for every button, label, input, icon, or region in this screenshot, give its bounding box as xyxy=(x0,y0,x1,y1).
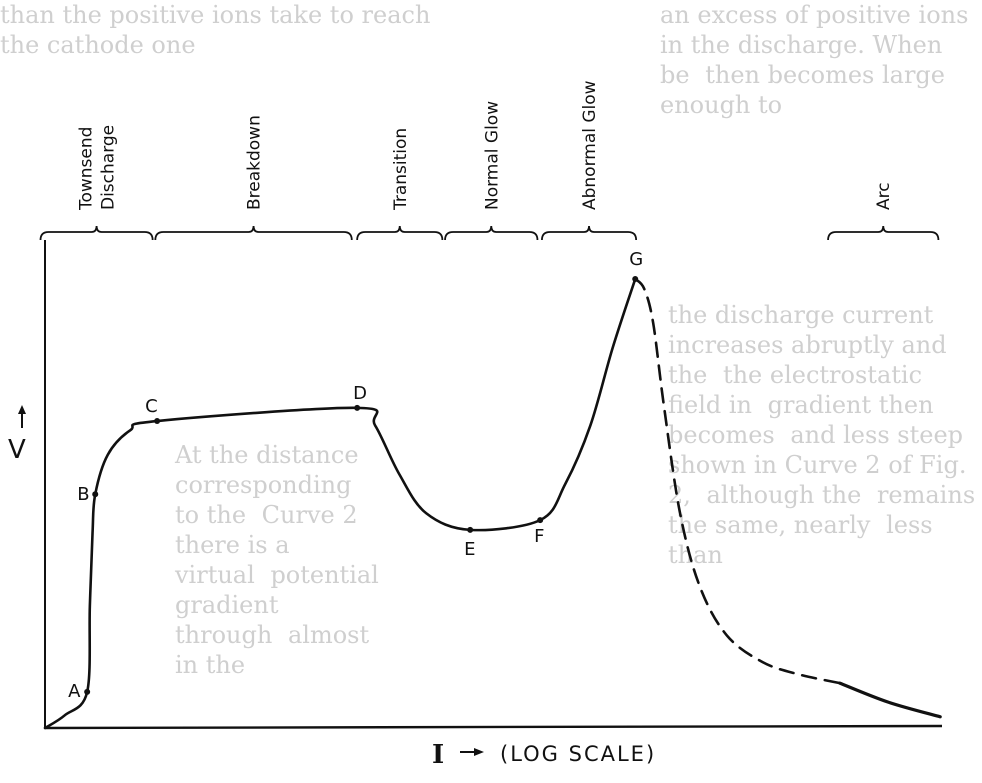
region-labels: Townsend Discharge Breakdown Transition Norm… xyxy=(39,80,940,241)
region-label: Abnormal Glow xyxy=(580,80,600,210)
points: A B C D E F G xyxy=(68,249,643,702)
region-label: Normal Glow xyxy=(482,101,502,210)
point-label: F xyxy=(534,526,544,547)
data-point-G xyxy=(632,276,639,283)
region-brace xyxy=(444,225,539,241)
region-brace xyxy=(154,225,353,241)
x-axis-line xyxy=(44,724,943,730)
data-point-D xyxy=(354,404,361,411)
region-label: Transition xyxy=(391,128,411,211)
x-axis-scale-note: (LOG SCALE) xyxy=(500,742,656,766)
region-brace xyxy=(541,225,638,241)
region-brace xyxy=(39,225,154,241)
point-label: A xyxy=(68,681,81,702)
data-point-A xyxy=(84,688,91,695)
data-point-F xyxy=(537,517,544,524)
x-axis-label: I xyxy=(432,740,444,770)
region-brace xyxy=(827,225,940,241)
data-point-E xyxy=(467,526,474,533)
data-point-B xyxy=(92,491,99,498)
region-label: Arc xyxy=(874,182,894,210)
data-point-C xyxy=(154,418,161,425)
series-line-1 xyxy=(633,277,842,685)
axes xyxy=(44,240,943,730)
series xyxy=(43,277,942,730)
series-line-2 xyxy=(838,681,942,719)
point-label: D xyxy=(353,383,367,404)
region-label: Townsend xyxy=(77,127,97,211)
region-brace xyxy=(356,225,444,241)
point-label: C xyxy=(145,396,158,417)
point-label: B xyxy=(77,484,89,505)
y-axis-label-group: V xyxy=(8,405,26,465)
region-label: Discharge xyxy=(99,125,119,210)
series-line-0 xyxy=(43,277,637,730)
y-axis-label: V xyxy=(8,435,26,465)
x-axis-label-group: I (LOG SCALE) xyxy=(432,740,656,770)
point-label: E xyxy=(464,539,475,560)
point-label: G xyxy=(629,249,643,270)
x-arrow-head-icon xyxy=(474,748,484,756)
y-arrow-head-icon xyxy=(18,405,26,414)
region-label: Breakdown xyxy=(245,115,265,210)
